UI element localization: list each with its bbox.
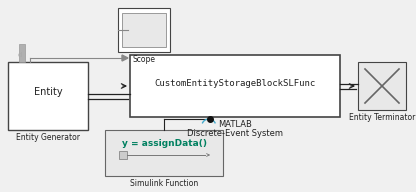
Bar: [358, 62, 406, 110]
Polygon shape: [122, 55, 128, 61]
Text: Scope: Scope: [133, 55, 156, 64]
Text: Discrete-Event System: Discrete-Event System: [187, 129, 283, 138]
Bar: [122, 13, 166, 47]
Text: Entity: Entity: [34, 87, 62, 97]
Bar: [19, 44, 25, 62]
Text: d: d: [18, 52, 22, 58]
Text: Entity Terminator: Entity Terminator: [349, 113, 415, 122]
Bar: [8, 62, 88, 130]
Text: Entity Generator: Entity Generator: [16, 133, 80, 142]
Text: y = assignData(): y = assignData(): [121, 140, 206, 148]
Text: MATLAB: MATLAB: [218, 120, 252, 129]
Bar: [118, 8, 170, 52]
Bar: [119, 151, 127, 159]
Text: Simulink Function: Simulink Function: [130, 179, 198, 188]
Bar: [105, 130, 223, 176]
Text: CustomEntityStorageBlockSLFunc: CustomEntityStorageBlockSLFunc: [154, 79, 316, 89]
Bar: [130, 55, 340, 117]
